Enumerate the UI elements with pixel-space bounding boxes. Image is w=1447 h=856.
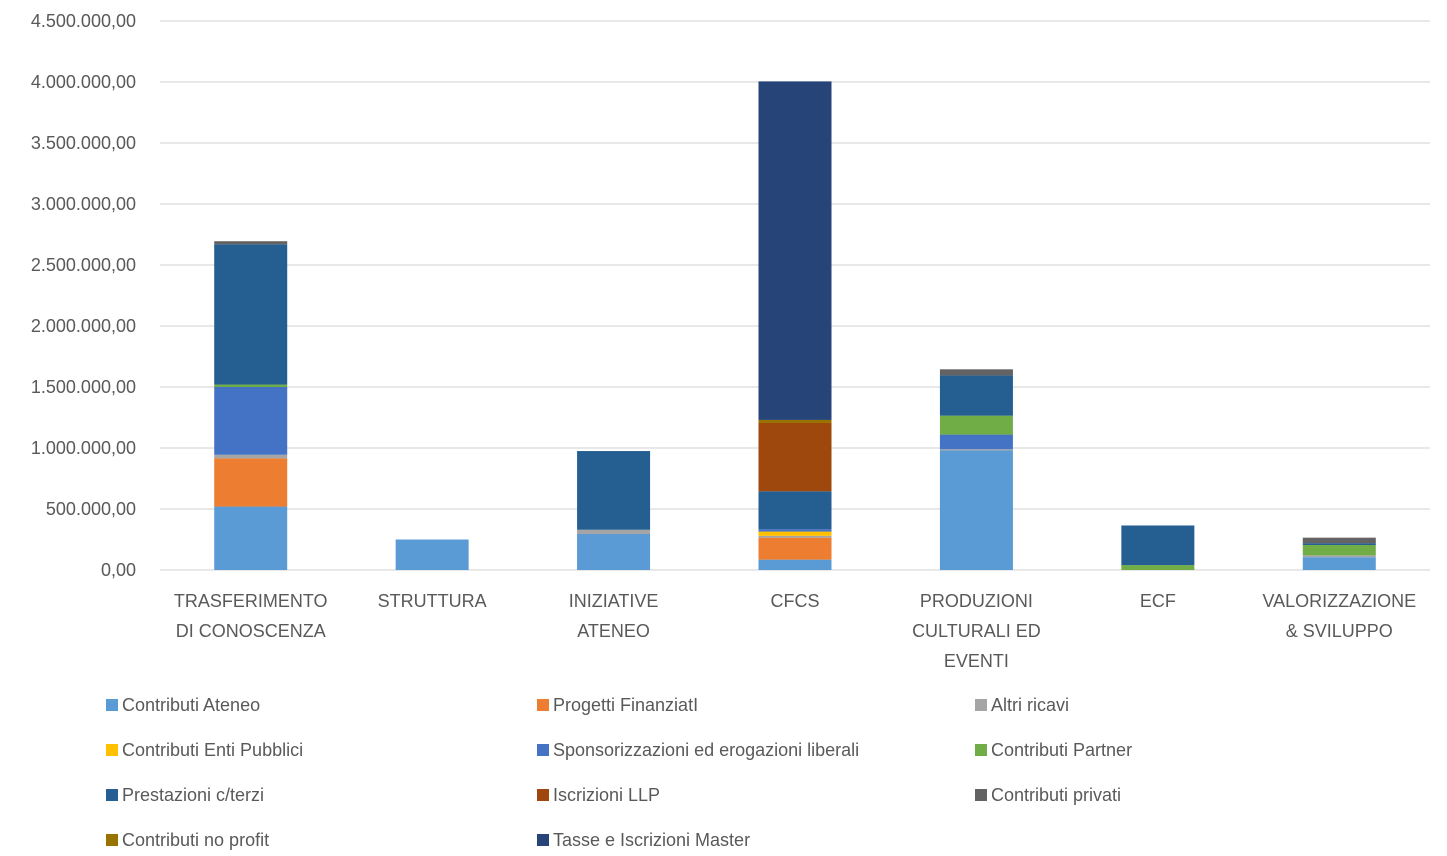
legend-swatch [975, 789, 987, 801]
legend-item: Contributi no profit [106, 830, 269, 850]
legend-item: Tasse e Iscrizioni Master [537, 830, 750, 850]
y-tick-label: 0,00 [101, 560, 136, 580]
bar-segment [939, 415, 1013, 435]
bar-segment [214, 244, 288, 385]
y-tick-label: 1.500.000,00 [31, 377, 136, 397]
legend-item: Altri ricavi [975, 695, 1069, 715]
bar-segment [395, 539, 469, 570]
bar-segment [1121, 525, 1195, 566]
bar-segment [214, 454, 288, 459]
bar-segment [939, 369, 1013, 376]
bars [214, 81, 1376, 570]
bar-segment [1302, 537, 1376, 544]
bar-segment [214, 384, 288, 387]
bar-stack [577, 451, 651, 570]
bar-segment [758, 422, 832, 492]
bar-stack [395, 539, 469, 570]
bar-segment [758, 531, 832, 536]
bar-stack [1121, 525, 1195, 570]
legend-label: Tasse e Iscrizioni Master [553, 830, 750, 850]
bar-segment [577, 529, 651, 535]
legend-item: Contributi Enti Pubblici [106, 740, 303, 760]
y-tick-label: 3.000.000,00 [31, 194, 136, 214]
bar-segment [939, 449, 1013, 451]
bar-segment [214, 506, 288, 570]
bar-stack [1302, 537, 1376, 570]
bar-segment [1302, 555, 1376, 558]
legend-swatch [537, 699, 549, 711]
legend-label: Contributi Ateneo [122, 695, 260, 715]
x-category-label: PRODUZIONI CULTURALI ED EVENTI [912, 591, 1041, 671]
legend-swatch [537, 789, 549, 801]
bar-segment [577, 451, 651, 530]
x-category-label: VALORIZZAZIONE & SVILUPPO [1262, 591, 1416, 641]
legend-item: Iscrizioni LLP [537, 785, 660, 805]
legend-swatch [106, 789, 118, 801]
bar-segment [939, 434, 1013, 450]
legend-item: Progetti FinanziatI [537, 695, 698, 715]
legend-label: Contributi Enti Pubblici [122, 740, 303, 760]
bar-segment [758, 419, 832, 423]
legend: Contributi Ateneo Progetti FinanziatI Altr… [106, 695, 1132, 850]
legend-label: Contributi privati [991, 785, 1121, 805]
x-category-label: TRASFERIMENTO DI CONOSCENZA [174, 591, 328, 641]
legend-swatch [537, 834, 549, 846]
legend-item: Contributi privati [975, 785, 1121, 805]
legend-label: Prestazioni c/terzi [122, 785, 264, 805]
bar-segment [939, 450, 1013, 570]
legend-label: Iscrizioni LLP [553, 785, 660, 805]
x-category-label: STRUTTURA [378, 591, 487, 611]
x-category-label: ECF [1140, 591, 1176, 611]
bar-segment [577, 534, 651, 570]
y-tick-label: 4.500.000,00 [31, 11, 136, 31]
bar-segment [214, 387, 288, 455]
x-axis-category-labels: TRASFERIMENTO DI CONOSCENZA STRUTTURA INIZI… [174, 591, 1416, 671]
legend-swatch [537, 744, 549, 756]
legend-swatch [106, 834, 118, 846]
bar-stack [939, 369, 1013, 570]
y-tick-label: 2.000.000,00 [31, 316, 136, 336]
bar-segment [758, 559, 832, 570]
bar-stack [214, 241, 288, 570]
bar-segment [758, 537, 832, 560]
y-tick-label: 500.000,00 [46, 499, 136, 519]
bar-segment [758, 529, 832, 532]
x-category-label: CFCS [771, 591, 820, 611]
x-category-label: INIZIATIVE ATENEO [569, 591, 659, 641]
bar-segment [1302, 557, 1376, 570]
y-tick-label: 2.500.000,00 [31, 255, 136, 275]
legend-label: Altri ricavi [991, 695, 1069, 715]
bar-stack [758, 81, 832, 570]
y-tick-label: 1.000.000,00 [31, 438, 136, 458]
bar-segment [1302, 543, 1376, 545]
bar-segment [758, 535, 832, 538]
legend-item: Sponsorizzazioni ed erogazioni liberali [537, 740, 859, 760]
bar-segment [1121, 565, 1195, 570]
y-tick-label: 3.500.000,00 [31, 133, 136, 153]
legend-label: Progetti FinanziatI [553, 695, 698, 715]
legend-item: Contributi Ateneo [106, 695, 260, 715]
legend-swatch [106, 699, 118, 711]
legend-label: Sponsorizzazioni ed erogazioni liberali [553, 740, 859, 760]
y-tick-label: 4.000.000,00 [31, 72, 136, 92]
bar-segment [214, 458, 288, 507]
bar-segment [214, 241, 288, 245]
legend-item: Prestazioni c/terzi [106, 785, 264, 805]
legend-swatch [975, 699, 987, 711]
bar-segment [758, 81, 832, 420]
legend-swatch [106, 744, 118, 756]
y-axis-tick-labels: 0,00 500.000,00 1.000.000,00 1.500.000,00 2.… [31, 11, 136, 580]
legend-item: Contributi Partner [975, 740, 1132, 760]
bar-segment [1302, 544, 1376, 556]
legend-label: Contributi no profit [122, 830, 269, 850]
bar-segment [939, 375, 1013, 416]
bar-segment [758, 491, 832, 530]
legend-swatch [975, 744, 987, 756]
legend-label: Contributi Partner [991, 740, 1132, 760]
